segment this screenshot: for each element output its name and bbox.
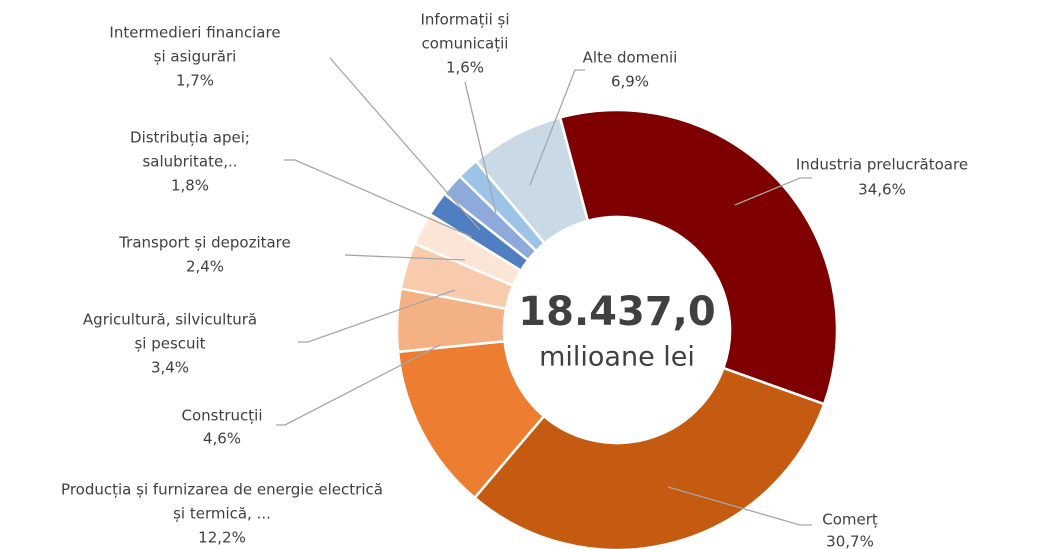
slice-label: și pescuit — [134, 335, 205, 353]
leader-line — [329, 57, 481, 231]
leader-line — [464, 81, 497, 214]
slice-label: Industria prelucrătoare — [796, 156, 968, 174]
slice-label: și termică, ... — [173, 505, 271, 523]
value-label: 6,9% — [611, 73, 649, 91]
slice-label: salubritate,.. — [142, 153, 237, 171]
slice-label: Comerț — [822, 511, 878, 529]
value-label: 1,6% — [446, 59, 484, 77]
slice-label: Construcții — [182, 407, 263, 425]
leader-line — [284, 159, 473, 238]
leaders — [276, 57, 812, 526]
slice-label: Agricultură, silvicultură — [83, 311, 257, 329]
slice-label: Intermedieri financiare — [109, 24, 280, 42]
leader-line — [667, 486, 812, 526]
value-label: 12,2% — [198, 529, 246, 547]
donut-slice — [472, 366, 826, 549]
value-label: 4,6% — [203, 430, 241, 448]
slice-label: Alte domenii — [583, 49, 678, 67]
value-label: 34,6% — [858, 181, 906, 199]
slice-label: Informații și — [420, 11, 509, 29]
value-label: 1,8% — [171, 177, 209, 195]
slice-label: Distribuția apei; — [130, 129, 250, 147]
leader-line — [298, 289, 456, 343]
slice-label: Transport și depozitare — [118, 234, 291, 252]
donut-slice — [558, 108, 839, 406]
value-label: 1,7% — [176, 72, 214, 90]
leader-line — [276, 344, 441, 426]
slice-label: Producția și furnizarea de energie elect… — [61, 481, 383, 499]
center-title: 18.437,0 — [518, 289, 715, 335]
leader-line — [529, 69, 585, 186]
leader-line — [344, 254, 466, 261]
slices — [395, 108, 839, 549]
value-label: 30,7% — [826, 533, 874, 549]
slice-label: și asigurări — [154, 48, 237, 66]
slice-label: comunicații — [422, 35, 509, 53]
leader-line — [734, 177, 812, 206]
value-label: 2,4% — [186, 258, 224, 276]
center-subtitle: milioane lei — [539, 342, 695, 373]
value-label: 3,4% — [151, 359, 189, 377]
